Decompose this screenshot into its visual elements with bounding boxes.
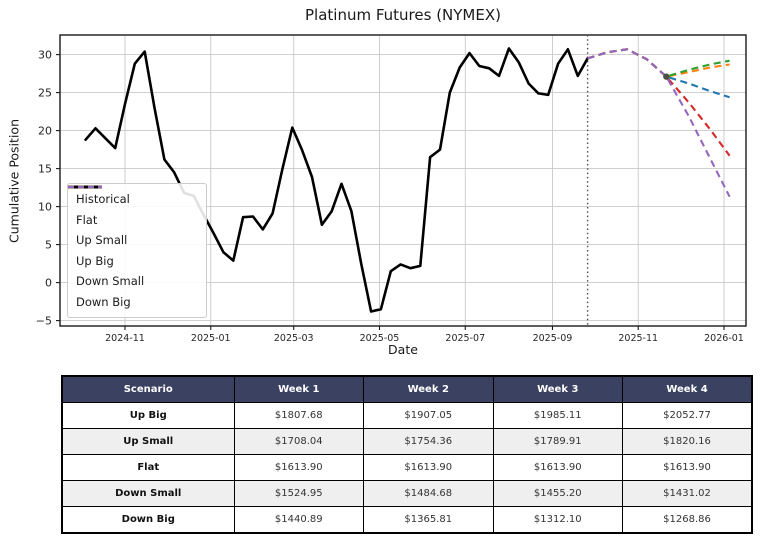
x-tick-label: 2025-11 [618,333,658,344]
header-week-1: Week 1 [233,375,364,403]
y-tick-label: 15 [38,163,52,176]
legend-label: Historical [76,192,130,207]
scenario-price-table: Scenario Week 1 Week 2 Week 3 Week 4 Up … [61,375,753,534]
value-cell: $1613.90 [233,454,364,481]
legend-item-down-small: Down Small [68,185,200,292]
y-tick-label: 5 [45,239,52,252]
header-week-3: Week 3 [492,375,623,403]
value-cell: $1431.02 [622,480,753,507]
legend-item-flat: Flat [68,185,200,231]
table-row-down-big: Down Big $1440.89 $1365.81 $1312.10 $126… [61,506,753,534]
legend-label: Flat [76,212,98,227]
x-tick-label: 2025-01 [191,333,231,344]
value-cell: $1268.86 [622,506,753,534]
value-cell: $1985.11 [492,402,623,429]
header-week-4: Week 4 [622,375,753,403]
value-cell: $1613.90 [363,454,494,481]
x-tick-label: 2025-09 [533,333,573,344]
y-tick-label: 0 [45,277,52,290]
value-cell: $1708.04 [233,428,364,455]
x-tick-label: 2025-07 [445,333,485,344]
x-axis-label: Date [388,342,418,357]
table-row-flat: Flat $1613.90 $1613.90 $1613.90 $1613.90 [61,454,753,481]
table-row-down-small: Down Small $1524.95 $1484.68 $1455.20 $1… [61,480,753,507]
y-tick-label: 10 [38,201,52,214]
value-cell: $1524.95 [233,480,364,507]
header-scenario: Scenario [61,375,235,403]
legend-item-down-big: Down Big [68,185,200,313]
value-cell: $1789.91 [492,428,623,455]
scenario-cell: Flat [61,454,235,481]
value-cell: $1312.10 [492,506,623,534]
y-tick-label: −5 [36,315,52,328]
value-cell: $1820.16 [622,428,753,455]
legend-label: Up Small [76,233,128,248]
x-tick-label: 2025-05 [360,333,400,344]
divergence-marker [663,73,670,80]
y-tick-label: 30 [38,49,52,62]
chart-title: Platinum Futures (NYMEX) [305,6,501,24]
scenario-cell: Up Small [61,428,235,455]
y-axis-label: Cumulative Position [6,119,22,243]
value-cell: $1365.81 [363,506,494,534]
y-tick-label: 20 [38,125,52,138]
y-tick-label: 25 [38,87,52,100]
table-row-up-big: Up Big $1807.68 $1907.05 $1985.11 $2052.… [61,402,753,429]
scenario-line-up-small [587,48,730,78]
legend-label: Up Big [76,253,114,268]
table-row-up-small: Up Small $1708.04 $1754.36 $1789.91 $182… [61,428,753,455]
scenario-line-flat [587,48,730,99]
scenario-cell: Up Big [61,402,235,429]
table-header-row: Scenario Week 1 Week 2 Week 3 Week 4 [61,375,753,403]
value-cell: $1613.90 [492,454,623,481]
value-cell: $1440.89 [233,506,364,534]
value-cell: $2052.77 [622,402,753,429]
value-cell: $1613.90 [622,454,753,481]
x-tick-label: 2024-11 [105,333,145,344]
value-cell: $1907.05 [363,402,494,429]
x-tick-label: 2025-03 [274,333,314,344]
legend-item-up-small: Up Small [68,185,200,251]
legend-item-up-big: Up Big [68,185,200,272]
value-cell: $1754.36 [363,428,494,455]
legend-line-sample [68,185,102,189]
scenario-cell: Down Big [61,506,235,534]
scenario-cell: Down Small [61,480,235,507]
futures-chart-svg: 2024-11 2025-01 2025-03 2025-05 2025-07 2025-… [36,34,747,344]
scenario-line-down-big [587,48,731,198]
x-tick-label: 2026-01 [704,333,744,344]
legend-item-historical: Historical [68,185,200,210]
value-cell: $1484.68 [363,480,494,507]
header-week-2: Week 2 [363,375,494,403]
plot-border [59,34,747,327]
legend-label: Down Big [76,294,131,309]
scenario-line-up-big [587,48,730,78]
value-cell: $1807.68 [233,402,364,429]
historical-line [84,47,589,313]
futures-chart: 2024-11 2025-01 2025-03 2025-05 2025-07 2025-… [6,6,747,357]
legend-label: Down Small [76,274,145,289]
value-cell: $1455.20 [492,480,623,507]
chart-legend: Historical Flat Up Small Up Big Down Small Do… [67,183,207,318]
